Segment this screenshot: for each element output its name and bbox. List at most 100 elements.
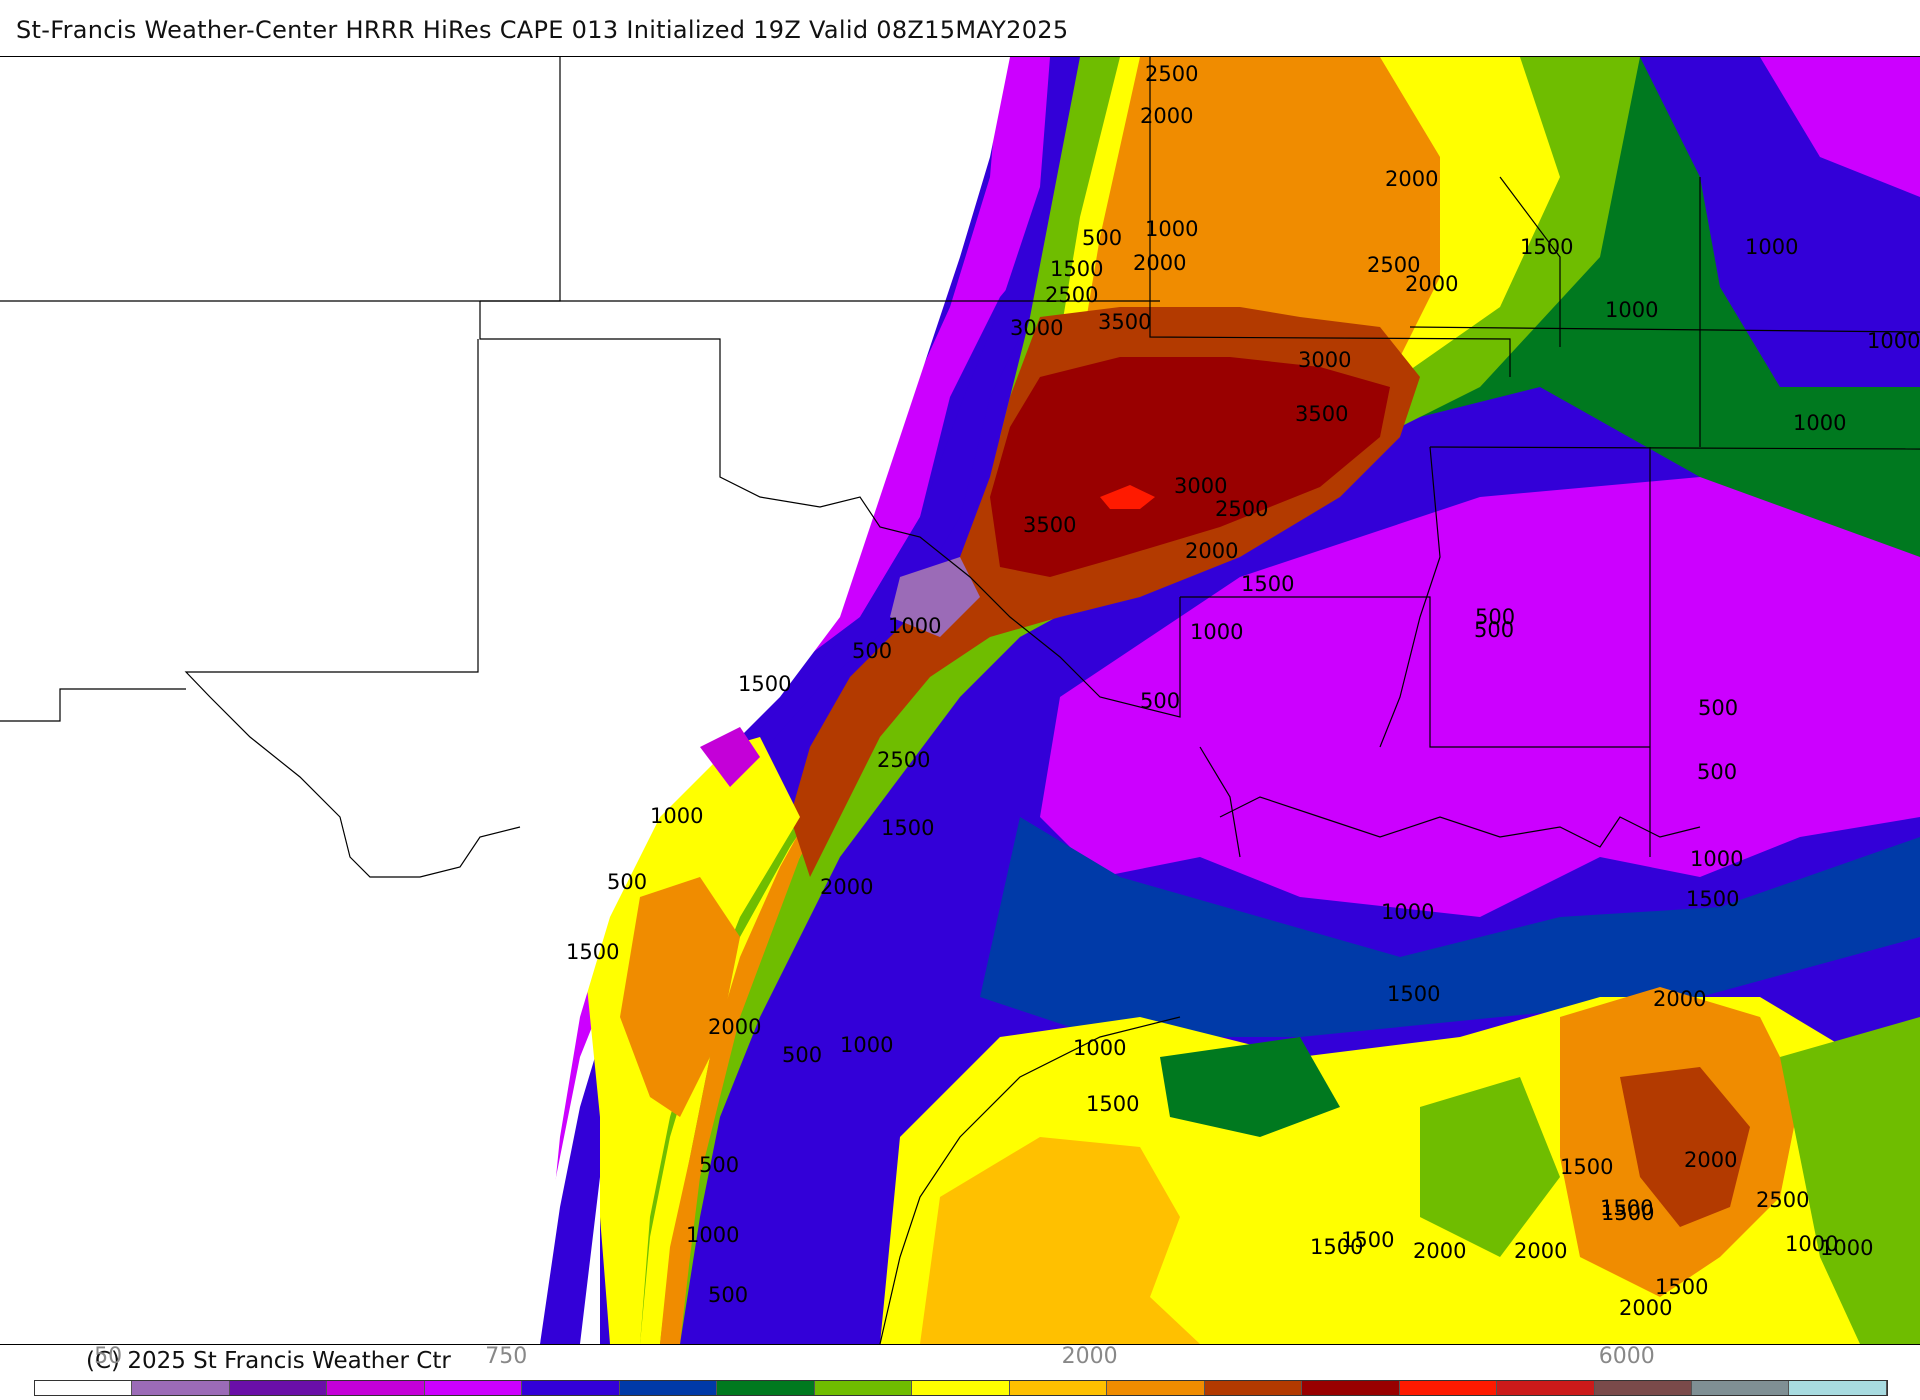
no-cape-region <box>0 57 1010 1344</box>
contour-label-1000: 1000 <box>1745 235 1798 259</box>
cape-band-4000-spot <box>1100 485 1155 509</box>
cape-map: 2500 2000 2000 1500 1000 500 1500 2000 2500 2000 2… <box>0 56 1920 1345</box>
cape-band-500-east <box>1040 477 1920 917</box>
colorbar-swatch <box>132 1381 230 1395</box>
cape-colorbar <box>34 1380 1888 1396</box>
contour-label-1500: 1500 <box>881 816 934 840</box>
colorbar-swatch <box>424 1381 523 1395</box>
contour-label-500: 500 <box>1082 226 1122 250</box>
colorbar-swatch <box>814 1381 913 1395</box>
colorbar-tick-label: 2000 <box>1061 1344 1118 1369</box>
contour-label-2000: 2000 <box>1140 104 1193 128</box>
cape-band-3500 <box>990 357 1390 577</box>
colorbar-tick-label: 50 <box>94 1344 123 1369</box>
colorbar-tick-label: 750 <box>485 1344 528 1369</box>
cape-band-1750-gulf-e <box>1780 1017 1920 1344</box>
contour-label-1500: 1500 <box>1341 1228 1394 1252</box>
copyright-text: (C) 2025 St Francis Weather Ctr <box>86 1348 451 1374</box>
contour-label-2500: 2500 <box>1045 283 1098 307</box>
cape-spot-100-a <box>890 557 980 637</box>
state-borders <box>0 57 1920 878</box>
border-il-mo <box>1499 176 1561 347</box>
border-tx-nm <box>184 339 521 878</box>
contour-label-1000: 1000 <box>888 614 941 638</box>
contour-label-500: 500 <box>1475 605 1515 629</box>
contour-label-3500: 3500 <box>1023 513 1076 537</box>
cape-band-2500-stx <box>620 877 740 1117</box>
colorbar-swatch <box>1497 1381 1595 1395</box>
contour-label-500: 500 <box>1474 618 1514 642</box>
contour-label-500: 500 <box>782 1043 822 1067</box>
map-title: St-Francis Weather-Center HRRR HiRes CAP… <box>16 16 1069 44</box>
colorbar-swatch <box>912 1381 1010 1395</box>
contour-label-1500: 1500 <box>1310 1235 1363 1259</box>
contour-label-500: 500 <box>1698 696 1738 720</box>
contour-label-2000: 2000 <box>1413 1239 1466 1263</box>
cape-band-3000-gulf-e <box>1620 1067 1750 1227</box>
border-ky-north <box>1409 326 1920 333</box>
colorbar-swatch <box>1009 1381 1108 1395</box>
contour-label-2000: 2000 <box>1684 1148 1737 1172</box>
contour-label-1500: 1500 <box>738 672 791 696</box>
contour-label-2000: 2000 <box>1133 251 1186 275</box>
contour-label-2000: 2000 <box>1385 167 1438 191</box>
contour-label-2500: 2500 <box>1145 62 1198 86</box>
colorbar-swatch <box>327 1381 425 1395</box>
colorbar-swatch <box>619 1381 718 1395</box>
cape-band-1250-east <box>980 817 1920 1037</box>
colorbar-swatch <box>1691 1381 1790 1395</box>
colorbar-swatch <box>717 1381 815 1395</box>
colorbar-swatch <box>1594 1381 1692 1395</box>
contour-label-3000: 3000 <box>1174 474 1227 498</box>
colorbar-swatch <box>35 1381 133 1395</box>
cape-spot-500-b <box>700 727 760 787</box>
border-mississippi-river <box>1379 446 1441 748</box>
contour-label-1500: 1500 <box>1086 1092 1139 1116</box>
colorbar-swatch <box>1302 1381 1400 1395</box>
contour-label-3000: 3000 <box>1010 316 1063 340</box>
contour-label-3500: 3500 <box>1295 402 1348 426</box>
texas-coastline <box>879 1016 1181 1344</box>
contour-label-1000: 1000 <box>1605 298 1658 322</box>
contour-label-2000: 2000 <box>1185 539 1238 563</box>
contour-label-1000: 1000 <box>1867 329 1920 353</box>
cape-band-2250-gulf-w <box>920 1137 1200 1344</box>
contour-label-1000: 1000 <box>1073 1036 1126 1060</box>
contour-label-500: 500 <box>852 639 892 663</box>
contour-label-1000: 1000 <box>1690 847 1743 871</box>
contour-label-1000: 1000 <box>1820 1236 1873 1260</box>
contour-label-2000: 2000 <box>1619 1296 1672 1320</box>
cape-band-500-ne <box>1760 57 1920 197</box>
contour-label-1500: 1500 <box>566 940 619 964</box>
colorbar-swatch <box>1789 1381 1887 1395</box>
contour-label-1000: 1000 <box>1793 411 1846 435</box>
colorbar-swatch <box>1204 1381 1303 1395</box>
contour-label-1500: 1500 <box>1600 1196 1653 1220</box>
contour-label-3500: 3500 <box>1098 310 1151 334</box>
contour-label-2000: 2000 <box>1405 272 1458 296</box>
contour-label-500: 500 <box>699 1153 739 1177</box>
contour-label-1000: 1000 <box>1145 217 1198 241</box>
colorbar-swatch <box>1399 1381 1498 1395</box>
contour-label-1000: 1000 <box>686 1223 739 1247</box>
contour-label-1500: 1500 <box>1655 1275 1708 1299</box>
border-ks-mo <box>1149 57 1511 377</box>
contour-label-1500: 1500 <box>1050 257 1103 281</box>
contour-label-2500: 2500 <box>1215 497 1268 521</box>
border-ar-la <box>1180 596 1650 748</box>
contour-label-1000: 1000 <box>1381 900 1434 924</box>
contour-label-500: 500 <box>607 870 647 894</box>
contour-label-2000: 2000 <box>1653 987 1706 1011</box>
border-tn-south <box>1429 446 1920 450</box>
cape-band-1500-gulf <box>1160 1037 1340 1137</box>
contour-label-3000: 3000 <box>1298 348 1351 372</box>
contour-label-2000: 2000 <box>1514 1239 1567 1263</box>
colorbar-swatch <box>229 1381 328 1395</box>
colorbar-swatch <box>522 1381 620 1395</box>
contour-label-1500: 1500 <box>1686 887 1739 911</box>
contour-label-1000: 1000 <box>1190 620 1243 644</box>
colorbar-swatch <box>1107 1381 1205 1395</box>
contour-label-2500: 2500 <box>1756 1188 1809 1212</box>
